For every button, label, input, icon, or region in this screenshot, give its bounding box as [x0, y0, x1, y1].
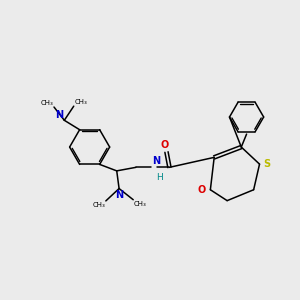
Text: N: N	[152, 156, 160, 166]
Text: N: N	[115, 190, 123, 200]
Text: CH₃: CH₃	[75, 99, 87, 105]
Text: N: N	[55, 110, 63, 120]
Text: H: H	[157, 172, 163, 182]
Text: CH₃: CH₃	[134, 201, 147, 207]
Text: CH₃: CH₃	[40, 100, 53, 106]
Text: S: S	[264, 158, 271, 169]
Text: O: O	[160, 140, 169, 150]
Text: CH₃: CH₃	[92, 202, 105, 208]
Text: O: O	[198, 185, 206, 195]
